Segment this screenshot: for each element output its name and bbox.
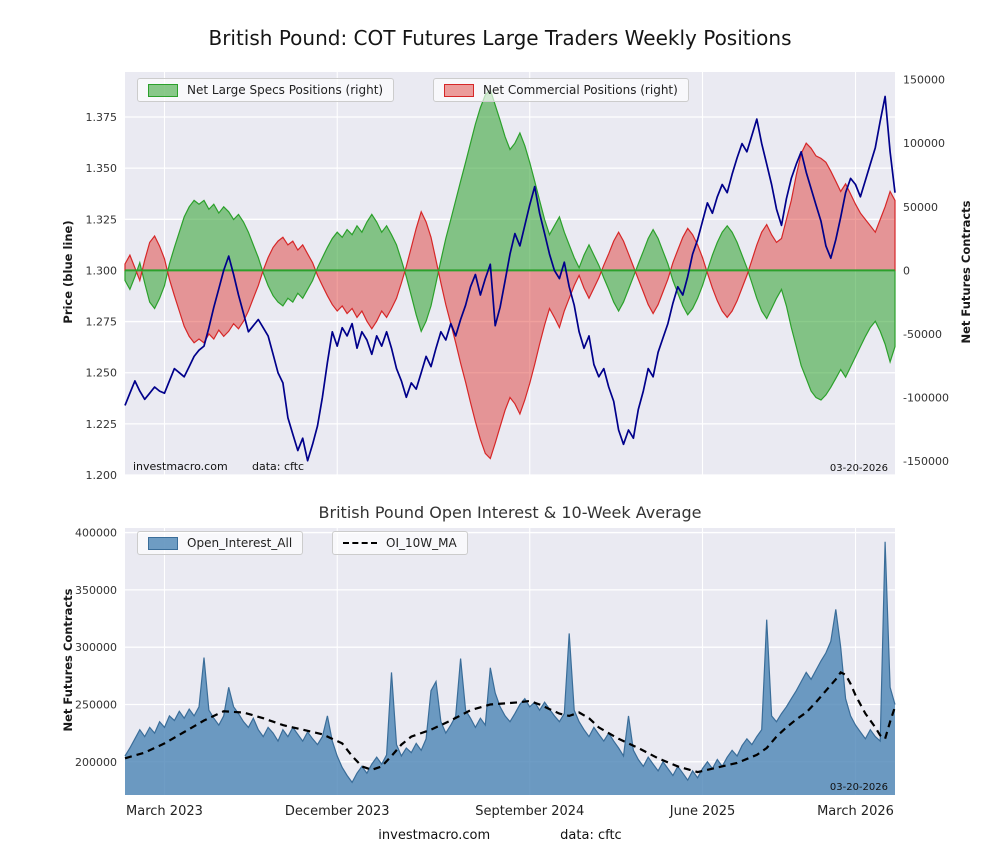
date-annotation: 03-20-2026 (830, 463, 888, 474)
legend-net-commercial: Net Commercial Positions (right) (433, 78, 689, 102)
positions-chart: 1.200 1.225 1.250 1.275 1.300 1.325 1.350 1.375… (86, 72, 949, 482)
oi-tick-label: 200000 (75, 756, 117, 769)
price-tick-label: 1.350 (86, 162, 118, 175)
x-tick-label: December 2023 (285, 804, 390, 819)
legend-label-specs: Net Large Specs Positions (right) (187, 83, 384, 97)
net-commercial-area (124, 142, 896, 460)
watermark-site: investmacro.com (133, 460, 228, 473)
legend-label-commercial: Net Commercial Positions (right) (483, 83, 678, 97)
open-interest-chart: March 2023 December 2023 September 2024 Jun… (75, 527, 897, 819)
open-interest-line (124, 541, 896, 784)
footer-site: investmacro.com (378, 828, 491, 843)
legend-open-interest: Open_Interest_All (137, 531, 304, 555)
contracts-tick-label: 100000 (903, 137, 945, 150)
contracts-tick-label: 50000 (903, 201, 938, 214)
open-interest-area (125, 541, 895, 795)
page-title: British Pound: COT Futures Large Traders… (208, 26, 792, 50)
commercial-legend-patch (444, 83, 474, 97)
net-large-specs-area (124, 88, 896, 401)
watermark-source: data: cftc (252, 460, 304, 473)
specs-legend-patch (148, 83, 178, 97)
oi-tick-label: 350000 (75, 584, 117, 597)
price-tick-label: 1.200 (86, 469, 118, 482)
price-tick-label: 1.225 (86, 418, 118, 431)
contracts-tick-label: 150000 (903, 74, 945, 87)
legend-oi-ma: OI_10W_MA (332, 531, 468, 555)
footer: investmacro.com data: cftc (0, 828, 1000, 843)
x-tick-label: March 2026 (817, 804, 894, 819)
contracts-tick-label: -100000 (903, 391, 949, 404)
ma-line-sample (343, 542, 377, 544)
legend-label-open-interest: Open_Interest_All (187, 536, 293, 550)
contracts-tick-label: 0 (903, 264, 910, 277)
price-tick-label: 1.375 (86, 111, 118, 124)
price-tick-label: 1.275 (86, 316, 118, 329)
price-tick-label: 1.300 (86, 264, 118, 277)
legend-net-large-specs: Net Large Specs Positions (right) (137, 78, 395, 102)
legend-label-oi-ma: OI_10W_MA (386, 536, 457, 550)
price-tick-label: 1.325 (86, 213, 118, 226)
price-line (124, 95, 896, 462)
x-tick-label: March 2023 (126, 804, 203, 819)
contracts-tick-label: -150000 (903, 455, 949, 468)
price-tick-label: 1.250 (86, 367, 118, 380)
oi-tick-label: 400000 (75, 527, 117, 540)
x-tick-label: June 2025 (669, 804, 736, 819)
oi-tick-label: 300000 (75, 641, 117, 654)
open-interest-legend-patch (148, 536, 178, 550)
footer-source: data: cftc (560, 828, 622, 843)
contracts-tick-label: -50000 (903, 328, 942, 341)
oi-tick-label: 250000 (75, 698, 117, 711)
price-axis-label: Price (blue line) (61, 220, 75, 324)
net-contracts-axis-label: Net Futures Contracts (959, 200, 973, 344)
x-tick-label: September 2024 (475, 804, 584, 819)
oi-axis-label: Net Futures Contracts (61, 588, 75, 732)
open-interest-chart-title: British Pound Open Interest & 10-Week Av… (318, 503, 702, 522)
date-annotation: 03-20-2026 (830, 782, 888, 793)
